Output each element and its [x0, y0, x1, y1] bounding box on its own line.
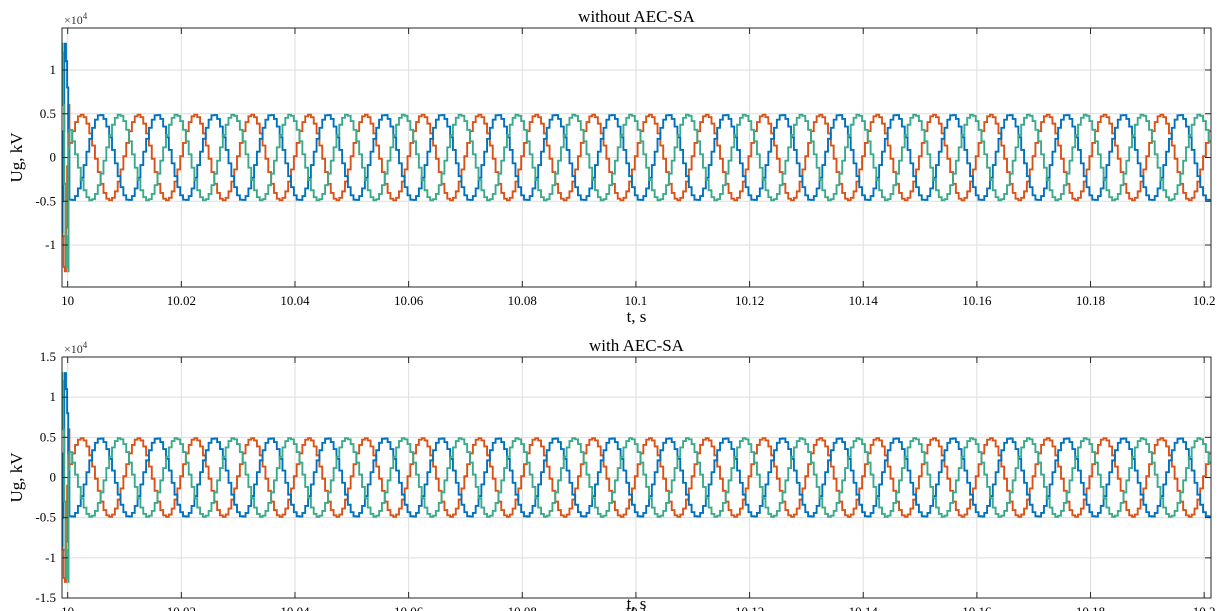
x-tick-label: 10: [61, 293, 74, 308]
y-tick-label: 1.5: [40, 349, 56, 364]
y-tick-label: 0: [50, 150, 57, 165]
y-tick-label: -1.5: [35, 590, 56, 605]
x-tick-label: 10.2: [1193, 604, 1216, 611]
chart-title: without AEC-SA: [578, 7, 695, 26]
series-group: [62, 372, 1211, 583]
y-tick-label: -0.5: [35, 510, 56, 525]
chart-title: with AEC-SA: [589, 336, 685, 355]
x-tick-label: 10.16: [962, 293, 992, 308]
x-tick-label: 10.08: [508, 293, 537, 308]
y-exponent-label: ×104: [64, 11, 88, 27]
y-axis-label: Ug, kV: [7, 132, 26, 183]
x-tick-label: 10.12: [735, 604, 764, 611]
y-exponent-label: ×104: [64, 340, 88, 356]
x-tick-label: 10: [61, 604, 74, 611]
series-group: [62, 42, 1211, 273]
y-tick-label: -1: [45, 237, 56, 252]
x-tick-label: 10.12: [735, 293, 764, 308]
y-tick-label: 1: [50, 389, 57, 404]
x-tick-label: 10.1: [625, 604, 648, 611]
y-exponent-power: 4: [83, 340, 88, 350]
x-tick-label: 10.2: [1193, 293, 1216, 308]
x-tick-label: 10.04: [280, 293, 310, 308]
x-tick-label: 10.02: [167, 293, 196, 308]
x-tick-label: 10.06: [394, 604, 424, 611]
series-line-3: [62, 372, 1211, 583]
x-axis-label: t, s: [627, 307, 647, 326]
y-tick-label: 0.5: [40, 106, 56, 121]
chart-panel-1: 10 10.02 10.04 10.06 10.08 10.1 10.12 10.14 10.1…: [7, 7, 1216, 326]
y-tick-label: -0.5: [35, 193, 56, 208]
x-tick-label: 10.04: [280, 604, 310, 611]
x-tick-label: 10.18: [1076, 293, 1105, 308]
y-tick-label: 1: [50, 62, 57, 77]
y-axis-label: Ug, kV: [7, 452, 26, 503]
y-tick-label: -1: [45, 550, 56, 565]
y-tick-label: 0.5: [40, 429, 56, 444]
series-line-3: [62, 42, 1211, 273]
x-tick-label: 10.14: [849, 604, 879, 611]
chart-panel-2: 1010.0210.0410.0610.0810.110.1210.1410.1…: [7, 336, 1216, 611]
y-exponent-power: 4: [83, 11, 88, 21]
y-exponent-base: ×10: [64, 342, 83, 356]
x-tick-label: 10.1: [625, 293, 648, 308]
x-tick-label: 10.06: [394, 293, 424, 308]
x-tick-label: 10.18: [1076, 604, 1105, 611]
x-axis-label: t, s: [627, 594, 647, 611]
x-tick-label: 10.14: [849, 293, 879, 308]
x-tick-label: 10.16: [962, 604, 992, 611]
x-tick-label: 10.08: [508, 604, 537, 611]
y-exponent-base: ×10: [64, 13, 83, 27]
x-tick-label: 10.02: [167, 604, 196, 611]
y-tick-label: 0: [50, 470, 57, 485]
